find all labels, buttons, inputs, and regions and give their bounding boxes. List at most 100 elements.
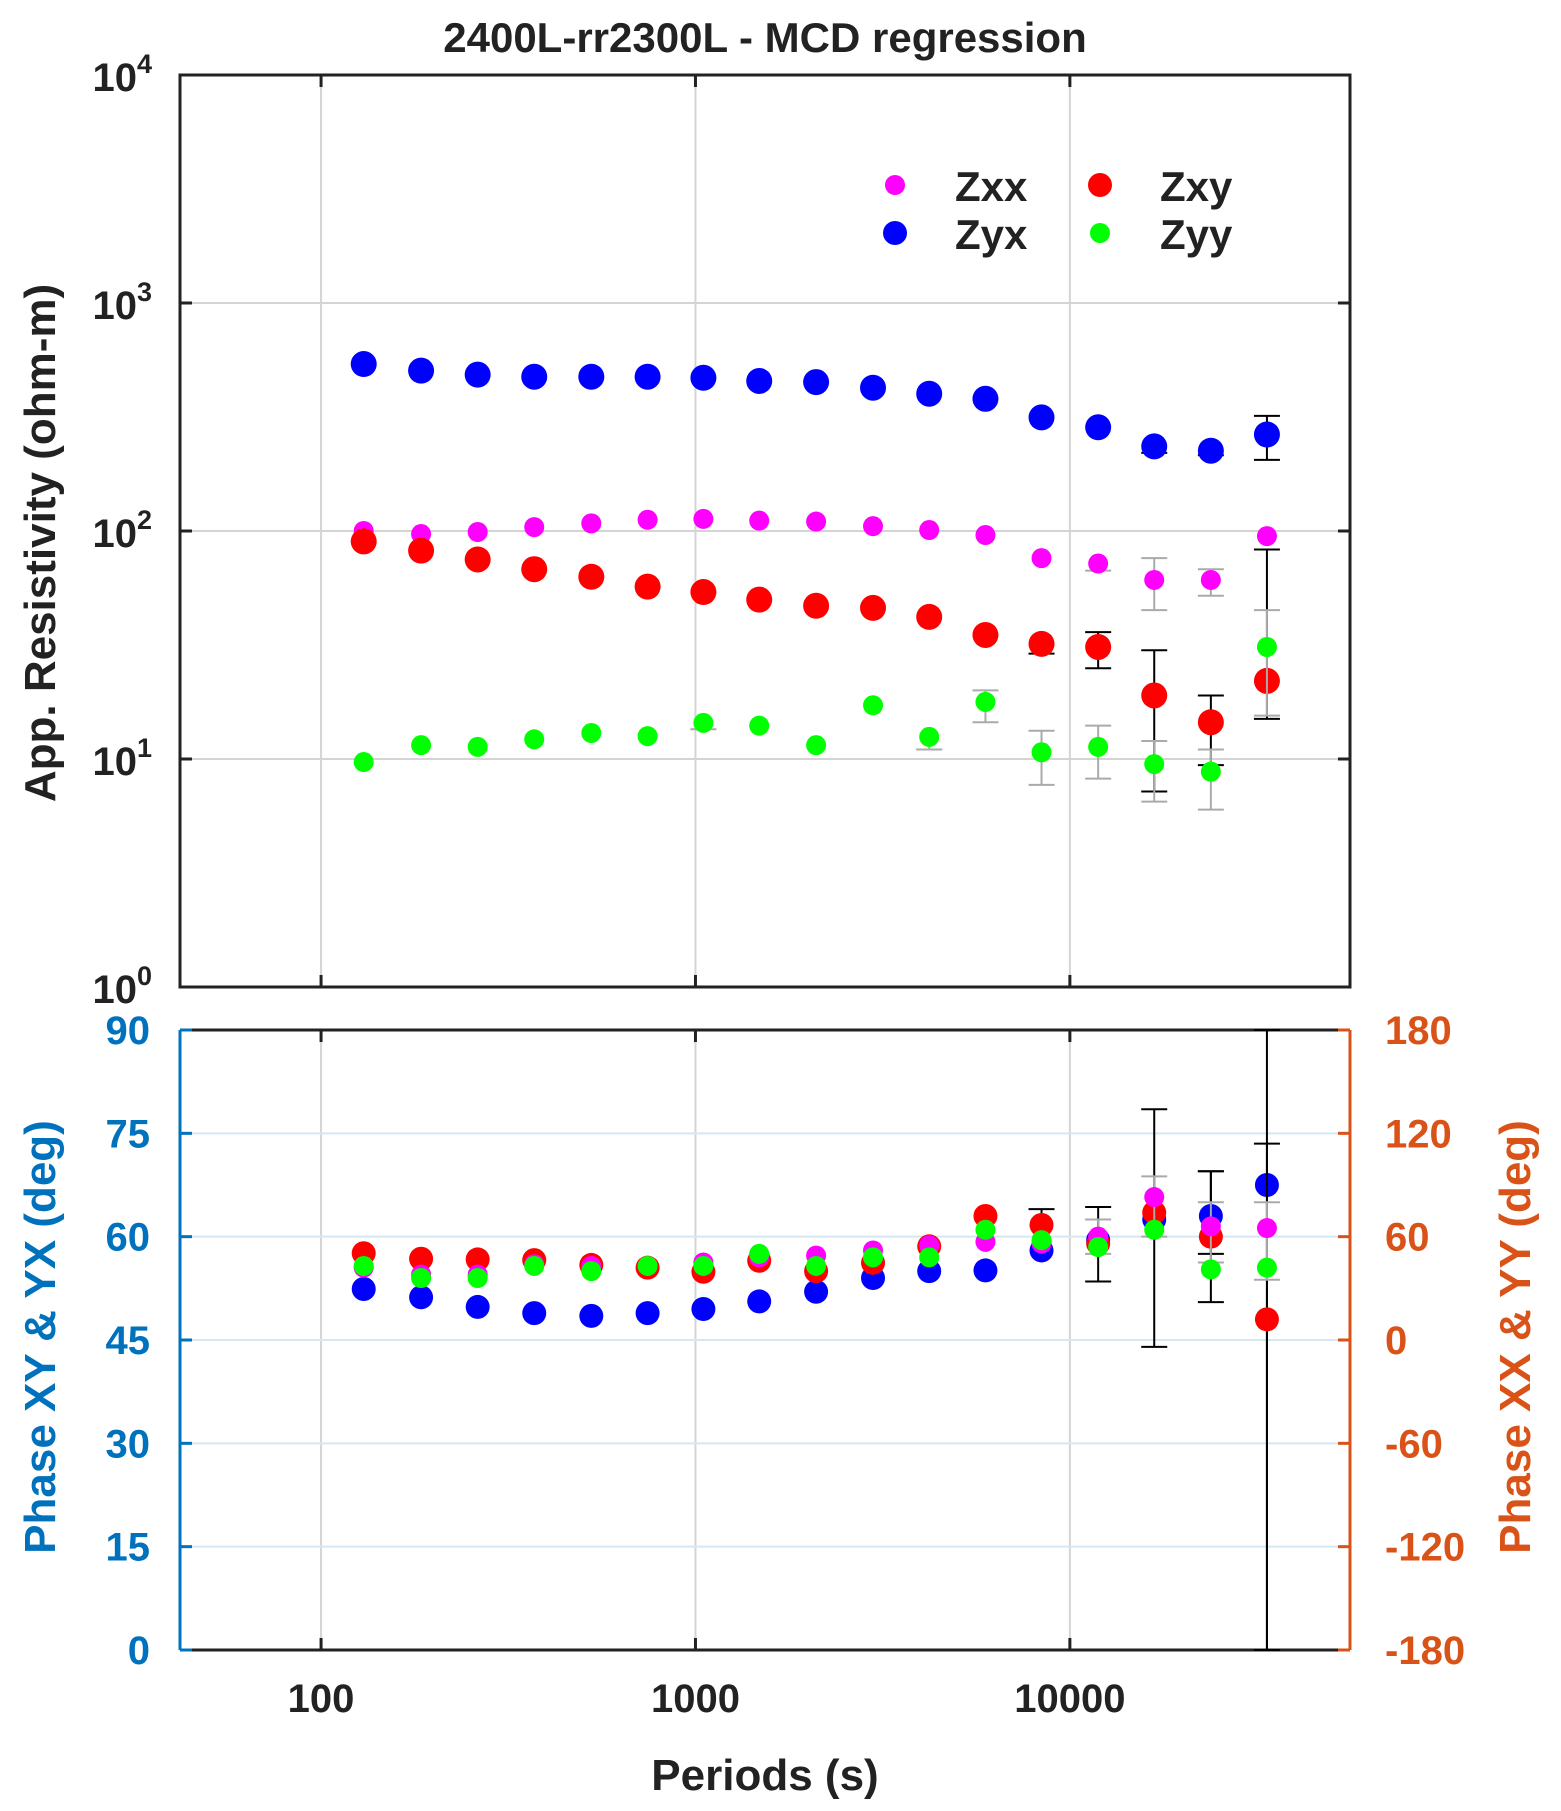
data-point (581, 1261, 602, 1282)
data-point (863, 695, 884, 716)
data-point (581, 513, 602, 534)
resistivity-series-Zyx (350, 351, 1280, 464)
data-point (581, 723, 602, 744)
y-tick-label: 101 (92, 733, 152, 784)
data-point (1088, 736, 1109, 757)
resistivity-series-Zyy (353, 609, 1280, 811)
data-point (863, 1247, 884, 1268)
data-point (408, 357, 435, 384)
x-tick-label: 100 (288, 1677, 355, 1721)
data-point (637, 1255, 658, 1276)
data-point (693, 508, 714, 529)
left-tick-label: 15 (106, 1526, 151, 1570)
data-point (1256, 636, 1277, 657)
data-point (916, 380, 943, 407)
data-point (1144, 754, 1165, 775)
data-point (635, 1301, 660, 1326)
left-tick-label: 45 (106, 1319, 151, 1363)
legend-marker (1090, 223, 1110, 243)
data-point (1028, 630, 1055, 657)
data-point (1197, 709, 1224, 736)
data-point (1085, 633, 1112, 660)
data-point (1085, 414, 1112, 441)
legend-item-Zyx: Zyx (883, 211, 1028, 258)
data-point (691, 1297, 716, 1321)
data-point (521, 363, 548, 390)
data-point (975, 525, 996, 546)
data-point (1200, 569, 1221, 590)
data-point (803, 369, 830, 396)
resistivity-panel: 100 101 102 103 104 (92, 49, 1352, 1012)
data-point (1028, 404, 1055, 431)
legend-marker (885, 175, 905, 195)
data-point (637, 509, 658, 530)
phase-right-axis-label: Phase XX & YY (deg) (1491, 1120, 1540, 1554)
data-point (1200, 1259, 1221, 1280)
data-point (803, 592, 830, 619)
left-tick-label: 30 (106, 1422, 151, 1466)
data-point (1144, 1219, 1165, 1240)
data-point (1141, 682, 1168, 709)
right-tick-label: 0 (1385, 1319, 1407, 1363)
data-point (409, 1246, 434, 1271)
data-point (464, 361, 491, 388)
data-point (524, 517, 545, 538)
data-point (1256, 526, 1277, 547)
data-point (919, 726, 940, 747)
y-tick-label: 100 (92, 961, 152, 1012)
y-tick-label: 103 (92, 277, 152, 328)
data-point (465, 1294, 490, 1319)
data-point (1200, 1216, 1221, 1237)
legend-item-Zxy: Zxy (1088, 163, 1233, 210)
y-tick-label: 102 (92, 505, 152, 556)
data-point (863, 516, 884, 537)
data-point (467, 521, 488, 542)
data-point (747, 1289, 772, 1314)
left-tick-label: 0 (128, 1629, 150, 1673)
data-point (693, 712, 714, 733)
data-point (972, 385, 999, 412)
left-tick-label: 60 (106, 1216, 151, 1260)
data-point (860, 374, 887, 401)
data-point (1088, 1237, 1109, 1257)
phase-series-Zxy (351, 1108, 1280, 1651)
data-point (408, 537, 435, 564)
x-tick-label: 10000 (1014, 1677, 1125, 1721)
y-tick-label: 104 (92, 49, 152, 100)
data-point (465, 1247, 490, 1272)
data-point (467, 1268, 488, 1288)
data-point (411, 1268, 432, 1288)
data-point (1144, 1187, 1165, 1208)
left-tick-label: 90 (106, 1009, 151, 1053)
phase-panel: 100 1000 10000 0 15 30 45 60 75 90 -180 -120 -60 0 60 1… (106, 1009, 1466, 1721)
data-point (1029, 1212, 1054, 1237)
phase-series-Zyy (353, 1219, 1277, 1288)
data-point (806, 735, 827, 756)
data-point (806, 511, 827, 532)
legend: Zxx Zxy Zyx Zyy (883, 163, 1233, 258)
data-point (919, 520, 940, 541)
left-tick-label: 75 (106, 1112, 151, 1156)
legend-label: Zxx (955, 163, 1028, 210)
data-point (1031, 742, 1052, 763)
data-point (975, 1219, 996, 1240)
x-tick-label: 1000 (651, 1677, 740, 1721)
data-point (1254, 1307, 1279, 1332)
resistivity-series-Zxy (350, 528, 1280, 793)
data-point (690, 364, 717, 391)
data-point (350, 351, 377, 378)
data-point (690, 579, 717, 606)
data-point (579, 1303, 604, 1328)
data-point (804, 1279, 829, 1304)
right-tick-label: -180 (1385, 1629, 1465, 1673)
data-point (524, 729, 545, 750)
data-point (1031, 548, 1052, 569)
right-tick-label: 180 (1385, 1009, 1452, 1053)
right-tick-label: 120 (1385, 1112, 1452, 1156)
data-point (749, 715, 770, 736)
legend-label: Zyx (955, 211, 1028, 258)
right-tick-label: -60 (1385, 1422, 1443, 1466)
data-point (634, 573, 661, 600)
resistivity-axis-label: App. Resistivity (ohm-m) (16, 284, 65, 802)
